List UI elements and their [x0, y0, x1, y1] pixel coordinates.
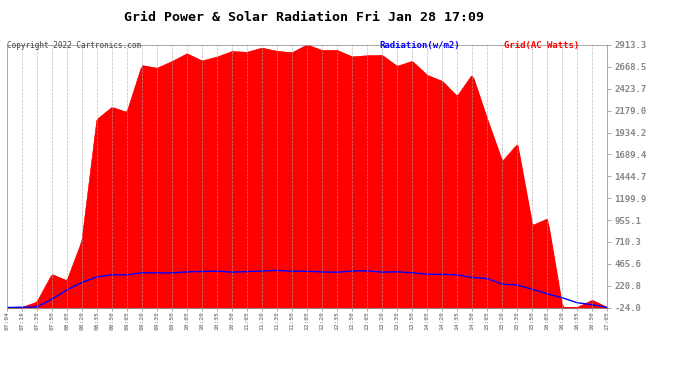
Text: Copyright 2022 Cartronics.com: Copyright 2022 Cartronics.com — [7, 41, 141, 50]
Text: Radiation(w/m2): Radiation(w/m2) — [380, 41, 460, 50]
Text: Grid(AC Watts): Grid(AC Watts) — [504, 41, 579, 50]
Text: Grid Power & Solar Radiation Fri Jan 28 17:09: Grid Power & Solar Radiation Fri Jan 28 … — [124, 11, 484, 24]
